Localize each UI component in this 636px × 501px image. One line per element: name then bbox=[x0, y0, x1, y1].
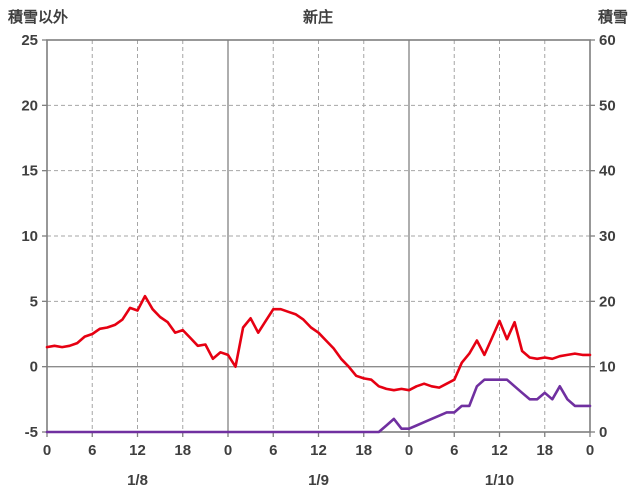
right-axis-tick-label: 30 bbox=[599, 228, 616, 245]
right-axis-tick-label: 40 bbox=[599, 163, 616, 180]
x-axis-tick-label: 0 bbox=[43, 442, 51, 459]
series-line-1 bbox=[45, 378, 592, 434]
left-axis-tick-label: 10 bbox=[21, 228, 38, 245]
right-axis-tick-label: 0 bbox=[599, 424, 607, 441]
x-axis-tick-label: 18 bbox=[174, 442, 191, 459]
date-label: 1/8 bbox=[127, 472, 148, 489]
left-axis-tick-label: -5 bbox=[25, 424, 38, 441]
x-axis-tick-label: 18 bbox=[355, 442, 372, 459]
x-axis-tick-label: 0 bbox=[224, 442, 232, 459]
right-axis-tick-label: 60 bbox=[599, 32, 616, 49]
x-axis-tick-label: 0 bbox=[405, 442, 413, 459]
left-axis-tick-label: 15 bbox=[21, 163, 38, 180]
right-axis-tick-label: 20 bbox=[599, 293, 616, 310]
right-axis-title: 積雪 bbox=[597, 9, 628, 26]
x-axis-tick-label: 18 bbox=[536, 442, 553, 459]
x-axis-tick-label: 6 bbox=[450, 442, 458, 459]
left-axis-tick-label: 0 bbox=[30, 359, 38, 376]
right-axis-tick-label: 50 bbox=[599, 97, 616, 114]
date-label: 1/10 bbox=[485, 472, 514, 489]
left-axis-tick-label: 5 bbox=[30, 293, 38, 310]
right-axis-tick-label: 10 bbox=[599, 359, 616, 376]
x-axis-tick-label: 6 bbox=[88, 442, 96, 459]
chart-title: 新庄 bbox=[302, 9, 333, 26]
x-axis-tick-label: 12 bbox=[310, 442, 327, 459]
left-axis-tick-label: 20 bbox=[21, 97, 38, 114]
left-axis-title: 積雪以外 bbox=[8, 9, 69, 26]
left-axis-tick-label: 25 bbox=[21, 32, 38, 49]
x-axis-tick-label: 12 bbox=[491, 442, 508, 459]
date-label: 1/9 bbox=[308, 472, 329, 489]
x-axis-tick-label: 12 bbox=[129, 442, 146, 459]
x-axis-tick-label: 6 bbox=[269, 442, 277, 459]
series-line-0 bbox=[45, 294, 592, 392]
x-axis-tick-label: 0 bbox=[586, 442, 594, 459]
